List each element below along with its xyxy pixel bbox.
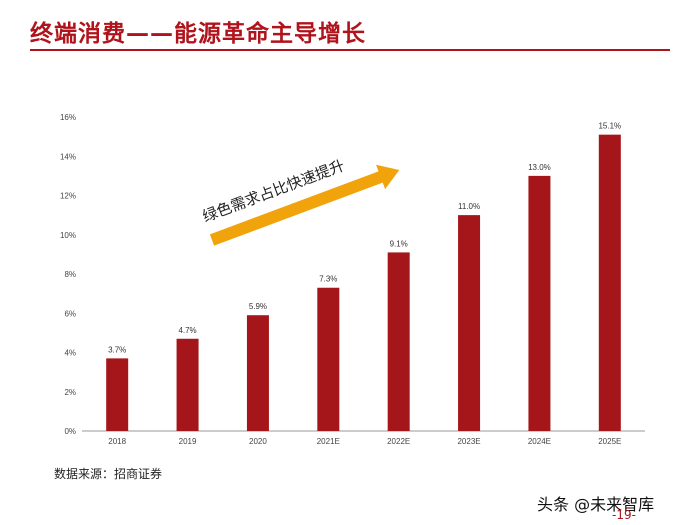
x-tick-label: 2020: [249, 437, 267, 446]
data-label: 4.7%: [178, 326, 196, 335]
page-number: -19-: [612, 508, 636, 522]
data-label: 5.9%: [249, 302, 267, 311]
y-tick-label: 8%: [64, 270, 76, 279]
data-source-note: 数据来源：招商证券: [54, 467, 163, 481]
bar: [246, 315, 269, 431]
y-tick-label: 14%: [60, 152, 76, 161]
bar: [598, 134, 621, 431]
bar: [106, 358, 129, 431]
y-tick-label: 2%: [64, 388, 76, 397]
data-label: 3.7%: [108, 345, 126, 354]
page-title: 终端消费——能源革命主导增长: [30, 21, 366, 47]
data-label: 9.1%: [390, 239, 408, 248]
x-tick-label: 2023E: [457, 437, 480, 446]
x-tick-label: 2022E: [387, 437, 410, 446]
data-label: 15.1%: [598, 122, 621, 131]
y-tick-label: 10%: [60, 231, 76, 240]
x-tick-label: 2025E: [598, 437, 621, 446]
data-label: 7.3%: [319, 275, 337, 284]
y-tick-label: 4%: [64, 349, 76, 358]
trend-arrow: [209, 164, 400, 246]
x-tick-label: 2021E: [317, 437, 340, 446]
watermark-text: 头条 @未来智库: [537, 495, 655, 514]
data-label: 11.0%: [458, 202, 480, 211]
y-tick-label: 0%: [64, 427, 76, 436]
bar: [317, 287, 340, 431]
x-tick-label: 2019: [179, 437, 197, 446]
data-label: 13.0%: [528, 163, 551, 172]
y-tick-label: 12%: [60, 192, 76, 201]
x-tick-label: 2024E: [528, 437, 551, 446]
bar: [387, 252, 410, 431]
y-tick-label: 16%: [60, 113, 76, 122]
bar: [458, 215, 481, 431]
bar: [528, 175, 551, 431]
y-tick-label: 6%: [64, 309, 76, 318]
bar: [176, 338, 199, 431]
x-tick-label: 2018: [108, 437, 126, 446]
title-underline: [30, 49, 670, 51]
trend-arrow-shape: [209, 164, 400, 246]
